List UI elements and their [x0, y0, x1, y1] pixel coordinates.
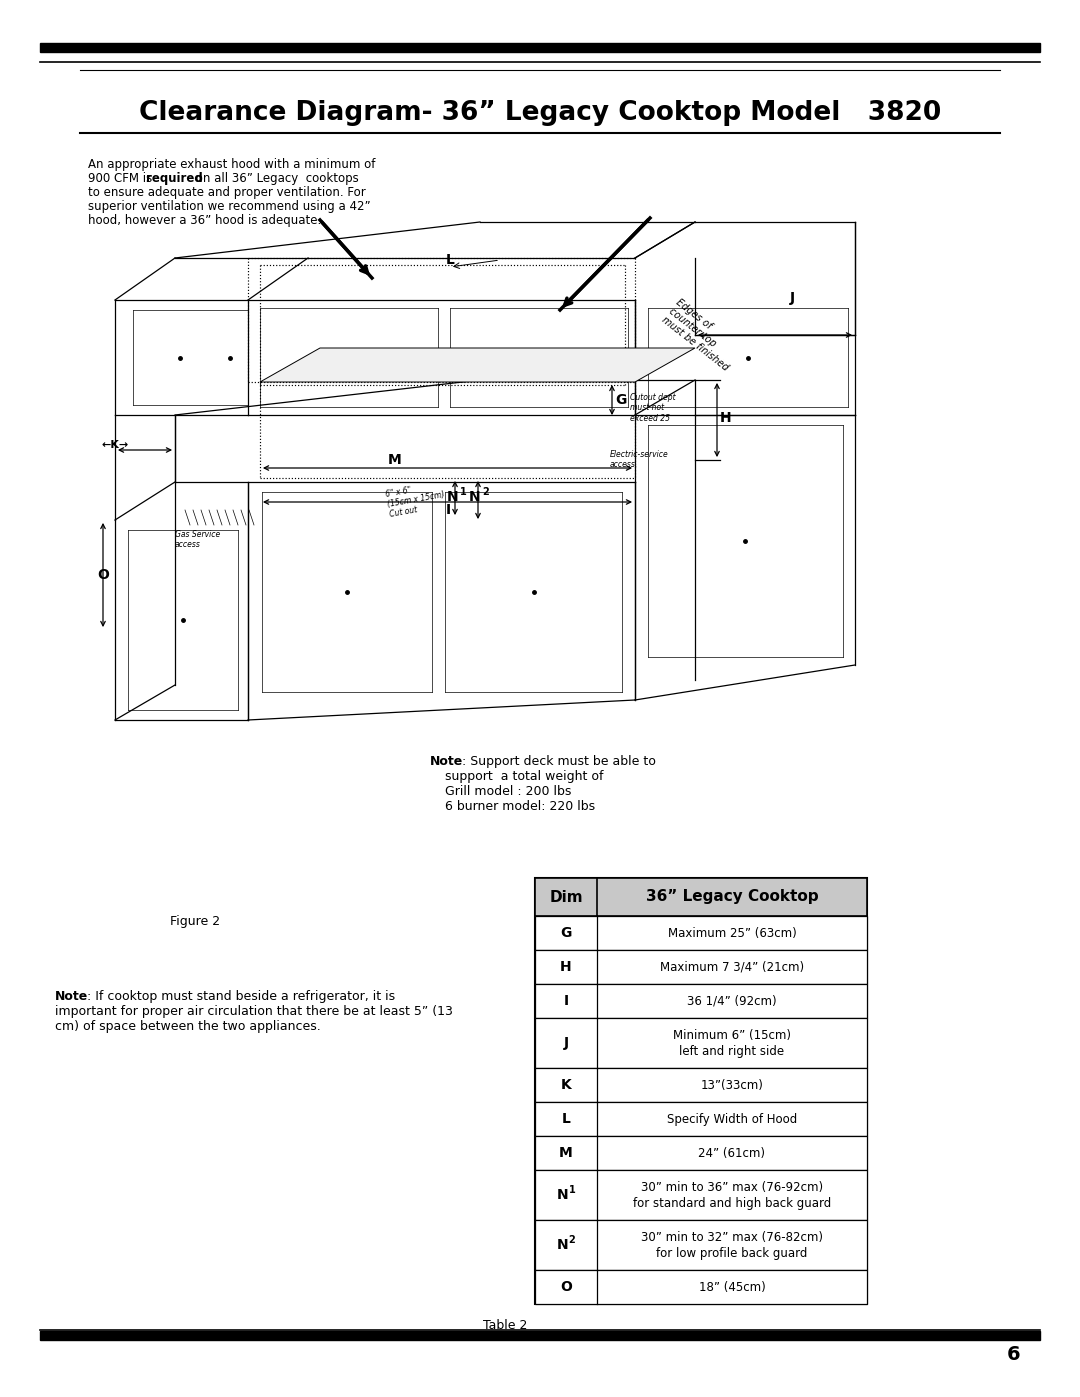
- Text: Edges of
counter top
must be finished: Edges of counter top must be finished: [660, 296, 745, 373]
- Text: J: J: [789, 291, 795, 305]
- Text: 36 1/4” (92cm): 36 1/4” (92cm): [687, 995, 777, 1007]
- Text: Note: Note: [55, 990, 89, 1003]
- Text: required: required: [146, 172, 203, 184]
- Text: for standard and high back guard: for standard and high back guard: [633, 1197, 832, 1210]
- Text: : Support deck must be able to: : Support deck must be able to: [462, 754, 656, 768]
- Text: Gas Service
access: Gas Service access: [175, 529, 220, 549]
- Text: 30” min to 32” max (76-82cm): 30” min to 32” max (76-82cm): [642, 1232, 823, 1245]
- Text: 6 burner model: 220 lbs: 6 burner model: 220 lbs: [445, 800, 595, 813]
- Text: L: L: [562, 1112, 570, 1126]
- Text: Dim: Dim: [550, 890, 583, 904]
- Text: H: H: [720, 411, 731, 425]
- Bar: [535, 950, 867, 983]
- Bar: [535, 916, 867, 950]
- Text: N: N: [557, 1238, 569, 1252]
- Text: 13”(33cm): 13”(33cm): [701, 1078, 764, 1091]
- Text: 36” Legacy Cooktop: 36” Legacy Cooktop: [646, 890, 819, 904]
- Text: Table 2: Table 2: [483, 1319, 527, 1331]
- Text: An appropriate exhaust hood with a minimum of: An appropriate exhaust hood with a minim…: [87, 158, 376, 170]
- Text: 1: 1: [569, 1185, 576, 1194]
- Text: Grill model : 200 lbs: Grill model : 200 lbs: [445, 785, 571, 798]
- Bar: [535, 877, 867, 1303]
- Text: G: G: [615, 393, 626, 407]
- Text: ←K→: ←K→: [102, 440, 129, 450]
- Text: I: I: [445, 503, 450, 517]
- Text: Cutout dept
must not
exceed 25: Cutout dept must not exceed 25: [630, 393, 676, 423]
- Text: J: J: [564, 1037, 568, 1051]
- Bar: [535, 1220, 867, 1270]
- Text: Figure 2: Figure 2: [170, 915, 220, 928]
- Text: M: M: [388, 453, 402, 467]
- Text: M: M: [559, 1146, 572, 1160]
- Text: cm) of space between the two appliances.: cm) of space between the two appliances.: [55, 1020, 321, 1032]
- Bar: [535, 1136, 867, 1171]
- Text: to ensure adequate and proper ventilation. For: to ensure adequate and proper ventilatio…: [87, 186, 366, 198]
- Text: I: I: [564, 995, 568, 1009]
- Text: N: N: [557, 1187, 569, 1201]
- Text: H: H: [561, 960, 571, 974]
- Text: Clearance Diagram- 36” Legacy Cooktop Model   3820: Clearance Diagram- 36” Legacy Cooktop Mo…: [139, 101, 941, 126]
- Text: left and right side: left and right side: [679, 1045, 784, 1059]
- Bar: [40, 43, 1040, 52]
- Text: 2: 2: [482, 488, 489, 497]
- Text: Maximum 7 3/4” (21cm): Maximum 7 3/4” (21cm): [660, 961, 805, 974]
- Text: important for proper air circulation that there be at least 5” (13: important for proper air circulation tha…: [55, 1004, 453, 1018]
- Bar: [535, 877, 867, 916]
- Text: Specify Width of Hood: Specify Width of Hood: [666, 1112, 797, 1126]
- Text: 2: 2: [569, 1235, 576, 1245]
- Bar: [40, 1331, 1040, 1340]
- Text: support  a total weight of: support a total weight of: [445, 770, 604, 782]
- Bar: [535, 1171, 867, 1220]
- Text: 6" x 6"
(15cm x 15cm)
Cut out: 6" x 6" (15cm x 15cm) Cut out: [384, 481, 447, 520]
- Text: Electric-service
access.: Electric-service access.: [610, 450, 669, 469]
- Bar: [535, 1067, 867, 1102]
- Text: L: L: [446, 253, 455, 267]
- Bar: [535, 983, 867, 1018]
- Text: 900 CFM is: 900 CFM is: [87, 172, 156, 184]
- Bar: [535, 1270, 867, 1303]
- Text: N: N: [446, 490, 458, 504]
- Text: hood, however a 36” hood is adequate.: hood, however a 36” hood is adequate.: [87, 214, 321, 226]
- Text: Note: Note: [430, 754, 463, 768]
- Text: O: O: [561, 1280, 572, 1294]
- Text: 24” (61cm): 24” (61cm): [699, 1147, 766, 1160]
- Text: Minimum 6” (15cm): Minimum 6” (15cm): [673, 1030, 791, 1042]
- Text: K: K: [561, 1078, 571, 1092]
- Text: on all 36” Legacy  cooktops: on all 36” Legacy cooktops: [192, 172, 359, 184]
- Text: 18” (45cm): 18” (45cm): [699, 1281, 766, 1294]
- Text: O: O: [97, 569, 109, 583]
- Text: 1: 1: [460, 488, 467, 497]
- Text: superior ventilation we recommend using a 42”: superior ventilation we recommend using …: [87, 200, 370, 212]
- Text: Maximum 25” (63cm): Maximum 25” (63cm): [667, 926, 796, 940]
- Bar: [535, 1018, 867, 1067]
- Text: N: N: [469, 490, 480, 504]
- Text: 30” min to 36” max (76-92cm): 30” min to 36” max (76-92cm): [640, 1182, 823, 1194]
- Text: G: G: [561, 926, 571, 940]
- Text: : If cooktop must stand beside a refrigerator, it is: : If cooktop must stand beside a refrige…: [87, 990, 395, 1003]
- Text: for low profile back guard: for low profile back guard: [657, 1248, 808, 1260]
- Text: 6: 6: [1007, 1345, 1020, 1365]
- Polygon shape: [260, 348, 696, 381]
- Bar: [535, 1102, 867, 1136]
